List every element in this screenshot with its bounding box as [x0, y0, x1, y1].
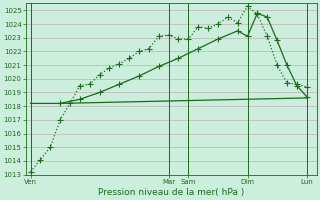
X-axis label: Pression niveau de la mer( hPa ): Pression niveau de la mer( hPa ): [98, 188, 244, 197]
